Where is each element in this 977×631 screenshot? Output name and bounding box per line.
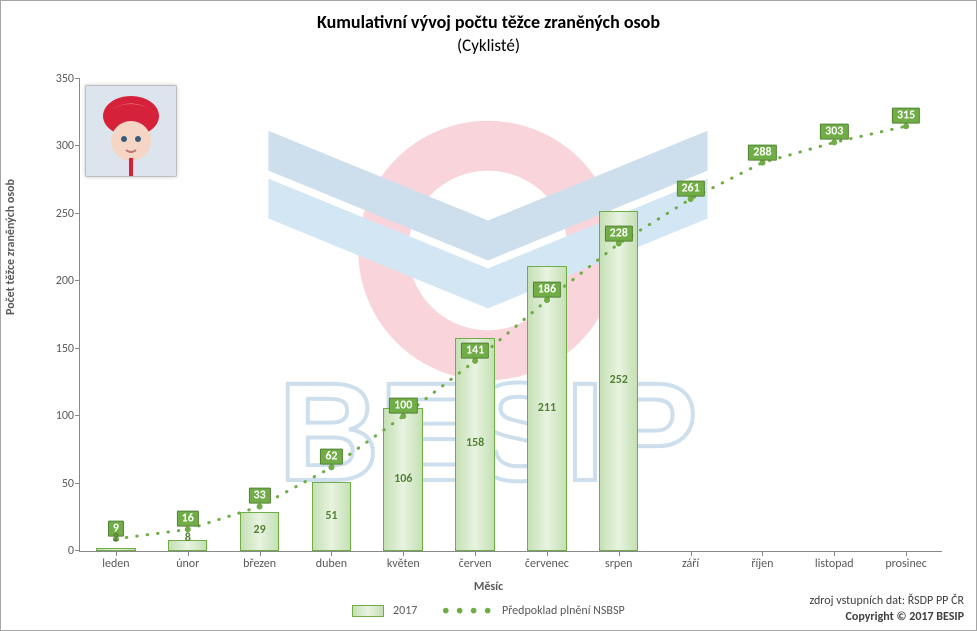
- forecast-value-label: 288: [748, 144, 776, 160]
- legend-swatch-bar: [352, 605, 384, 617]
- y-tick-label: 150: [38, 342, 74, 356]
- y-axis-title: Počet těžce zraněných osob: [4, 179, 18, 315]
- x-tick-label: duben: [316, 557, 347, 571]
- x-tick-label: červen: [459, 557, 492, 571]
- forecast-marker: [903, 123, 909, 129]
- bar-value-label: 211: [532, 401, 562, 415]
- y-tick-label: 100: [38, 409, 74, 423]
- forecast-marker: [328, 464, 334, 470]
- forecast-marker: [472, 358, 478, 364]
- bar-value-label: 158: [460, 436, 490, 450]
- forecast-value-label: 141: [461, 342, 489, 358]
- legend-label-bar: 2017: [393, 604, 417, 618]
- forecast-value-label: 62: [320, 449, 342, 465]
- y-tick-label: 300: [38, 139, 74, 153]
- y-tick-label: 200: [38, 274, 74, 288]
- x-tick-label: únor: [176, 557, 199, 571]
- x-tick-label: srpen: [605, 557, 632, 571]
- x-tick-label: listopad: [815, 557, 854, 571]
- bar-value-label: 252: [604, 373, 634, 387]
- bar-value-label: 51: [316, 509, 346, 523]
- x-tick-label: červenec: [525, 557, 569, 571]
- footer-copyright: Copyright © 2017 BESIP: [846, 610, 964, 624]
- forecast-marker: [616, 241, 622, 247]
- footer-source: zdroj vstupních dat: ŘSDP PP ČR: [810, 594, 964, 608]
- forecast-value-label: 100: [389, 398, 417, 414]
- x-tick-label: březen: [243, 557, 276, 571]
- y-tick-label: 250: [38, 207, 74, 221]
- chart-subtitle: (Cyklisté): [1, 35, 976, 56]
- forecast-marker: [688, 196, 694, 202]
- x-tick-label: říjen: [751, 557, 773, 571]
- bar-value-label: 2: [101, 531, 131, 545]
- chart-title: Kumulativní vývoj počtu těžce zraněných …: [1, 11, 976, 33]
- forecast-value-label: 303: [820, 124, 848, 140]
- bar-value-label: 29: [245, 523, 275, 537]
- forecast-value-label: 33: [248, 488, 270, 504]
- legend-label-line: Předpoklad plnění NSBSP: [502, 604, 625, 618]
- forecast-value-label: 261: [676, 181, 704, 197]
- x-tick-label: prosinec: [885, 557, 926, 571]
- forecast-marker: [831, 139, 837, 145]
- forecast-marker: [257, 503, 263, 509]
- forecast-value-label: 16: [177, 511, 199, 527]
- bar-value-label: 8: [173, 531, 203, 545]
- y-tick-label: 50: [38, 477, 74, 491]
- forecast-marker: [400, 413, 406, 419]
- legend-swatch-line: ● ● ● ●: [442, 604, 493, 618]
- y-tick-label: 350: [38, 72, 74, 86]
- forecast-value-label: 228: [605, 225, 633, 241]
- forecast-value-label: 186: [533, 282, 561, 298]
- forecast-marker: [759, 160, 765, 166]
- forecast-value-label: 315: [892, 108, 920, 124]
- chart-frame: BESIP Kumulativní vývoj počtu těžce zran…: [0, 0, 977, 631]
- bar-value-label: 106: [388, 472, 418, 486]
- x-tick-label: září: [682, 557, 699, 571]
- thumbnail-image: [85, 85, 177, 177]
- x-tick-label: květen: [387, 557, 420, 571]
- forecast-marker: [544, 297, 550, 303]
- y-tick-label: 0: [38, 544, 74, 558]
- line-layer: [80, 79, 942, 551]
- x-tick-label: leden: [102, 557, 129, 571]
- x-axis-title: Měsíc: [1, 580, 976, 594]
- forecast-line: [116, 126, 906, 539]
- plot-area: 050100150200250300350 916336210014118622…: [79, 79, 942, 552]
